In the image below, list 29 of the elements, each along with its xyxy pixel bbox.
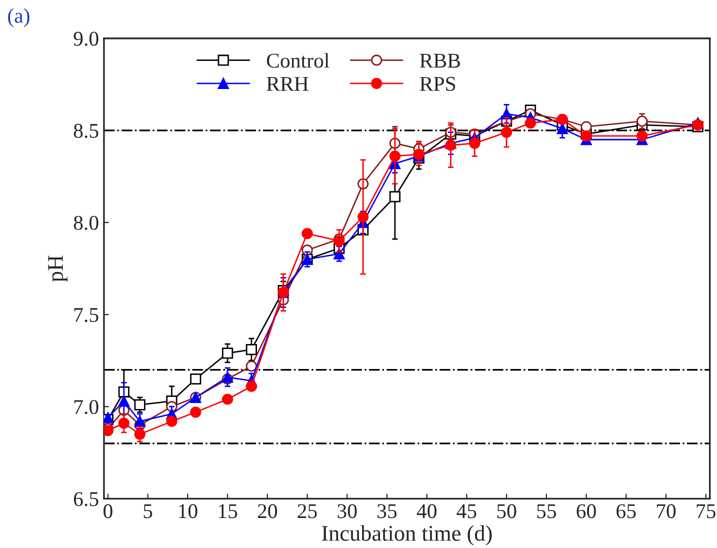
x-tick-label: 45 [456,504,476,518]
y-tick-label: 7.0 [74,400,98,414]
y-tick-label: 7.5 [74,308,98,322]
x-tick-label: 40 [416,504,436,518]
legend-label: Control [266,53,330,68]
y-tick-label: 8.0 [74,216,98,230]
x-tick-label: 55 [537,504,556,518]
x-tick-label: 30 [338,504,357,518]
y-tick-label: 9.0 [74,32,98,46]
x-axis-title: Incubation time (d) [322,525,492,546]
x-tick-label: 75 [696,504,716,518]
x-tick-label: 20 [258,504,278,518]
y-tick-label: 8.5 [74,124,98,138]
x-tick-label: 50 [497,504,516,518]
x-tick-label: 15 [218,504,238,518]
x-tick-label: 10 [179,504,198,518]
x-tick-label: 70 [656,504,676,518]
x-tick-label: 5 [144,504,152,518]
x-tick-label: 25 [298,504,317,518]
text: (a) [8,8,30,28]
legend-label: RBB [420,54,460,68]
legend-label: RRH [266,77,308,91]
x-tick-label: 65 [616,504,636,518]
y-axis-title: pH [48,256,68,282]
legend-label: RPS [420,76,456,91]
x-tick-label: 0 [104,504,112,518]
x-tick-label: 60 [576,504,596,518]
y-tick-label: 6.5 [74,492,98,506]
x-tick-label: 35 [378,504,397,518]
